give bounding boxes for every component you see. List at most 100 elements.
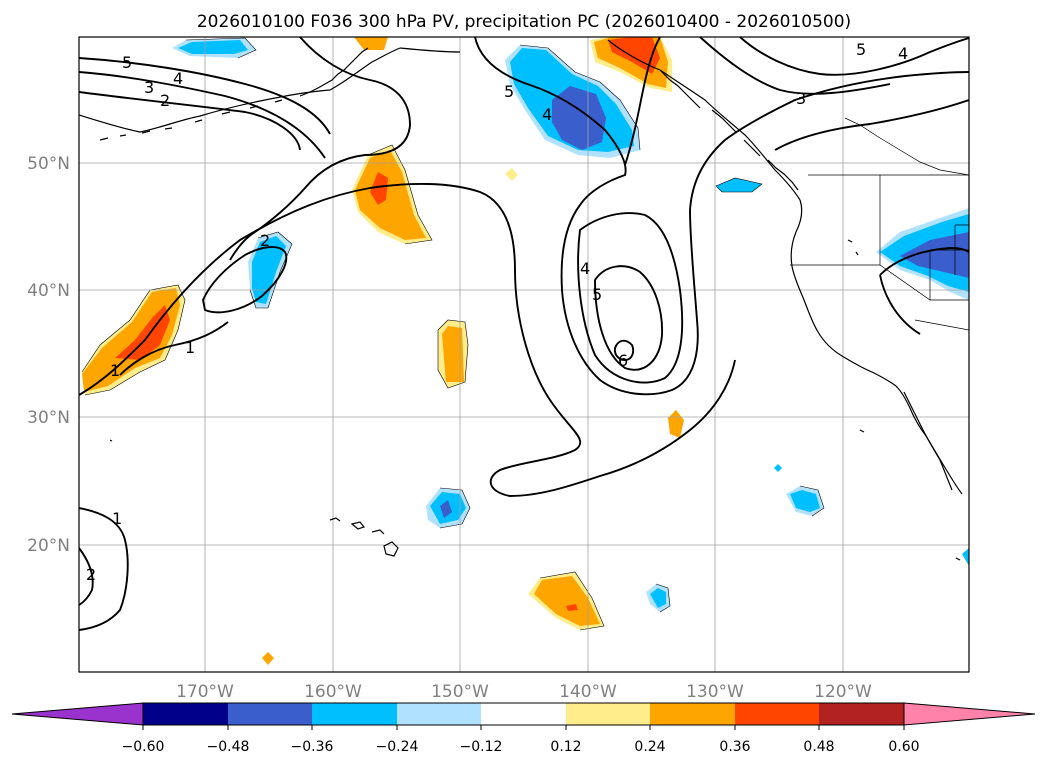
precip-outline [519, 44, 641, 151]
precip-positive-patch [442, 326, 464, 382]
colorbar-tick-labels: −0.60 −0.48 −0.36 −0.24 −0.12 0.12 0.24 … [122, 739, 920, 755]
contour-label: 6 [618, 351, 628, 370]
colorbar-segment [650, 703, 735, 725]
precip-negative-patch [178, 40, 248, 54]
border-line [790, 175, 969, 331]
pv-contour [594, 265, 663, 371]
lon-label-150w: 150°W [431, 682, 489, 702]
colorbar-ticks [142, 725, 905, 730]
precip-positive-patch [534, 576, 600, 626]
latitude-labels: 50°N 40°N 30°N 20°N [27, 154, 70, 556]
precip-outline [81, 284, 186, 396]
colorbar-under-triangle [11, 702, 144, 726]
lon-label-140w: 140°W [559, 682, 617, 702]
contour-label: 1 [110, 361, 120, 380]
precip-positive-patch [262, 652, 274, 665]
figure-title: 2026010100 F036 300 hPa PV, precipitatio… [197, 12, 851, 32]
colorbar-tick-label: 0.60 [888, 739, 919, 755]
pv-contour [79, 71, 326, 159]
pv-contour [879, 247, 969, 335]
precip-positive-patch [355, 150, 426, 240]
colorbar-segment [481, 703, 566, 725]
contour-label: 5 [504, 82, 514, 101]
pv-contour [613, 339, 635, 361]
colorbar-tick-label: 0.36 [719, 739, 750, 755]
pv-contour [79, 182, 736, 497]
precip-negative-patch [962, 548, 969, 566]
alaska-peninsula [299, 47, 369, 97]
colorbar-frame [142, 702, 905, 726]
pv-contour [79, 57, 331, 135]
colorbar-tick-label: 0.48 [803, 739, 834, 755]
precip-outline [437, 319, 469, 389]
precip-outline [249, 231, 293, 309]
lat-label-40n: 40°N [27, 281, 70, 301]
colorbar-tick-label: −0.36 [291, 739, 334, 755]
contour-label: 3 [796, 89, 806, 108]
pv-contour [119, 321, 229, 376]
map-panel: 5 4 3 2 5 4 2 1 1 4 5 6 5 4 3 1 2 [78, 36, 970, 673]
contour-label: 2 [260, 231, 270, 250]
pv-contour [79, 91, 301, 151]
graticule [79, 37, 969, 672]
precip-strong-negative-patch [900, 232, 969, 278]
colorbar-segment [566, 703, 650, 725]
pv-contour [474, 37, 969, 396]
precip-outline [439, 487, 471, 529]
colorbar-segment [228, 703, 312, 725]
contour-label: 4 [580, 259, 590, 278]
precip-positive-patch [505, 168, 518, 181]
precip-strong-negative-patch [440, 500, 452, 518]
pv-contour [739, 37, 969, 76]
pv-contour [79, 547, 94, 606]
precip-strong-patch [566, 604, 578, 611]
colorbar-segment [819, 703, 904, 725]
colorbar-tick-label: 0.12 [550, 739, 581, 755]
lon-label-170w: 170°W [176, 682, 234, 702]
contour-label: 5 [122, 53, 132, 72]
precip-outlines [81, 37, 825, 631]
aleutian-islands [99, 99, 283, 141]
bc-coast-islands [659, 69, 799, 191]
precip-outline [715, 177, 763, 193]
contour-label: 4 [898, 44, 908, 63]
pv-contour [699, 37, 891, 95]
colorbar-tick-label: −0.48 [207, 739, 250, 755]
baja-peninsula [903, 391, 953, 491]
precip-strong-patch [115, 305, 170, 360]
lat-label-20n: 20°N [27, 536, 70, 556]
colorbar-tick-label: −0.24 [376, 739, 419, 755]
contour-label: 5 [592, 285, 602, 304]
colorbar-segment [735, 703, 819, 725]
lat-label-30n: 30°N [27, 408, 70, 428]
contour-label: 1 [112, 509, 122, 528]
contour-label: 2 [86, 565, 96, 584]
contour-label: 2 [160, 91, 170, 110]
longitude-labels: 170°W 160°W 150°W 140°W 130°W 120°W [176, 682, 872, 702]
hawaii-islands [329, 517, 399, 557]
contour-label: 3 [144, 78, 154, 97]
colorbar-segment [312, 703, 397, 725]
map-frame [78, 36, 970, 673]
contour-label: 4 [542, 105, 552, 124]
colorbar-segment [143, 703, 228, 725]
precip-outline [655, 583, 671, 613]
precip-outline [367, 144, 433, 245]
alaska-coast [79, 47, 401, 133]
lat-label-50n: 50°N [27, 154, 70, 174]
contour-label: 4 [173, 69, 183, 88]
colorbar-segment [397, 703, 481, 725]
colorbar-over-triangle [903, 702, 1036, 726]
lon-label-120w: 120°W [814, 682, 872, 702]
contour-label: 5 [856, 40, 866, 59]
precip-negative-patch [774, 464, 782, 472]
precip-negative-patch [650, 588, 666, 608]
pv-contour-labels: 5 4 3 2 5 4 2 1 1 4 5 6 5 4 3 1 2 [86, 40, 908, 584]
pv-contour [774, 99, 969, 151]
precip-positive-patch [82, 288, 180, 392]
precip-outline [185, 37, 257, 59]
colorbar-tick-label: −0.12 [460, 739, 503, 755]
map-background [79, 37, 969, 672]
pv-contour [202, 246, 288, 314]
gulf-of-alaska-coast [399, 39, 801, 201]
